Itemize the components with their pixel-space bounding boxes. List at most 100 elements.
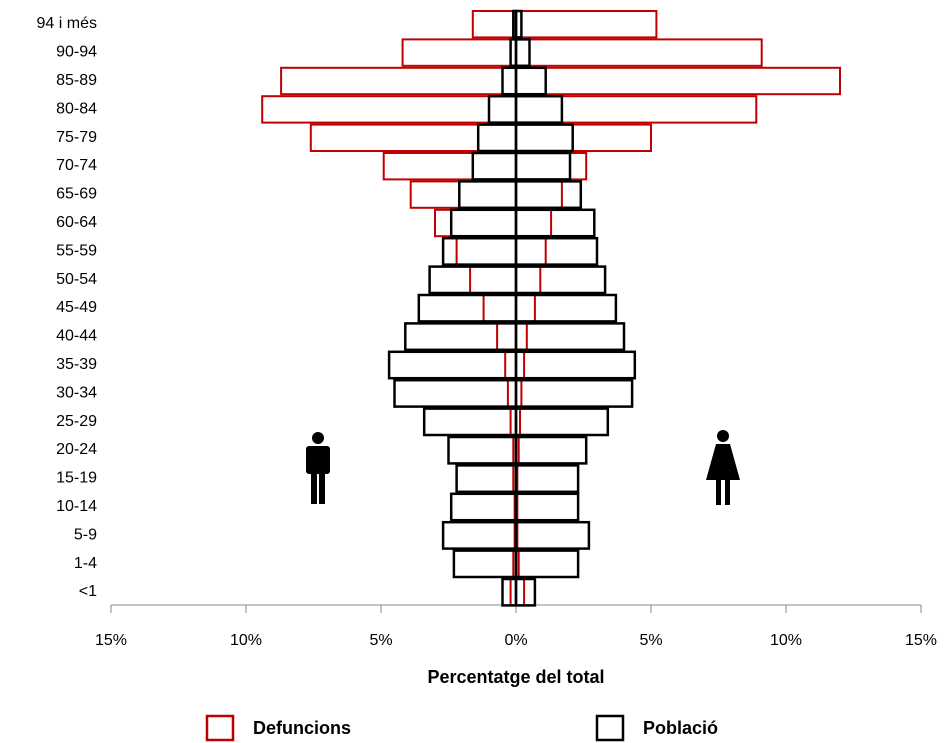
y-tick-label: 85-89 bbox=[56, 72, 97, 89]
bar bbox=[428, 265, 518, 295]
bar bbox=[409, 180, 518, 209]
bar bbox=[514, 549, 580, 579]
y-tick-label: 40-44 bbox=[56, 328, 97, 345]
bar bbox=[417, 293, 518, 323]
bar bbox=[514, 378, 634, 408]
bar bbox=[515, 95, 758, 124]
bar bbox=[514, 407, 610, 437]
x-tick-label: 5% bbox=[639, 632, 662, 649]
bar bbox=[515, 38, 763, 67]
y-tick-label: 20-24 bbox=[56, 441, 97, 458]
bar bbox=[452, 549, 518, 579]
bar bbox=[514, 208, 596, 238]
bar bbox=[487, 94, 518, 124]
bar bbox=[514, 151, 572, 181]
bar bbox=[514, 520, 591, 550]
bar bbox=[280, 66, 517, 96]
bar bbox=[515, 322, 528, 351]
bar bbox=[404, 322, 518, 352]
bar bbox=[482, 294, 518, 323]
y-tick-label: 10-14 bbox=[56, 498, 97, 515]
x-tick-label: 0% bbox=[504, 632, 527, 649]
bar bbox=[514, 123, 574, 153]
y-tick-label: 1-4 bbox=[74, 555, 97, 572]
bar bbox=[514, 9, 523, 39]
y-tick-label: 15-19 bbox=[56, 470, 97, 487]
bar bbox=[515, 10, 658, 39]
bar bbox=[515, 66, 841, 96]
y-tick-label: 25-29 bbox=[56, 413, 97, 430]
bar bbox=[471, 151, 518, 181]
y-tick-label: 30-34 bbox=[56, 384, 97, 401]
bar bbox=[515, 265, 542, 295]
bar bbox=[382, 152, 518, 181]
bar bbox=[458, 180, 518, 210]
legend-swatch bbox=[205, 714, 235, 742]
bar bbox=[514, 265, 607, 295]
legend-label: Població bbox=[643, 718, 718, 738]
bar bbox=[514, 322, 626, 352]
y-tick-label: 65-69 bbox=[56, 186, 97, 203]
bar bbox=[515, 152, 588, 181]
y-tick-label: 75-79 bbox=[56, 129, 97, 146]
bar bbox=[514, 435, 588, 465]
bar bbox=[514, 94, 564, 124]
legend-label: Defuncions bbox=[253, 718, 351, 738]
y-tick-label: 90-94 bbox=[56, 44, 97, 61]
bar bbox=[515, 237, 547, 266]
bar bbox=[261, 95, 518, 124]
bar bbox=[401, 38, 518, 67]
bar bbox=[449, 208, 518, 238]
y-tick-label: 50-54 bbox=[56, 271, 97, 288]
bar bbox=[422, 407, 518, 437]
y-tick-label: 80-84 bbox=[56, 100, 97, 117]
bar bbox=[514, 293, 618, 323]
x-tick-label: 15% bbox=[905, 632, 937, 649]
bar bbox=[515, 123, 652, 152]
bar bbox=[471, 10, 517, 39]
x-tick-label: 15% bbox=[95, 632, 127, 649]
bar bbox=[449, 492, 518, 522]
bar bbox=[514, 236, 599, 266]
bar bbox=[504, 350, 518, 380]
bar bbox=[309, 123, 517, 152]
y-tick-label: <1 bbox=[79, 583, 97, 600]
x-tick-label: 5% bbox=[369, 632, 392, 649]
y-tick-label: 45-49 bbox=[56, 299, 97, 316]
bar bbox=[514, 577, 537, 607]
bar bbox=[476, 123, 518, 153]
bar bbox=[447, 435, 518, 465]
male-icon bbox=[306, 432, 330, 504]
y-tick-label: 55-59 bbox=[56, 242, 97, 259]
bar bbox=[514, 66, 547, 96]
bar bbox=[387, 350, 518, 380]
legend-swatch bbox=[595, 714, 625, 742]
y-tick-label: 35-39 bbox=[56, 356, 97, 373]
bar bbox=[515, 208, 553, 238]
y-tick-label: 70-74 bbox=[56, 157, 97, 174]
bar bbox=[514, 492, 580, 522]
bar bbox=[514, 350, 637, 380]
x-tick-label: 10% bbox=[230, 632, 262, 649]
bar bbox=[455, 464, 518, 494]
bar bbox=[514, 38, 531, 68]
bar bbox=[455, 237, 518, 266]
bar bbox=[514, 464, 580, 494]
y-tick-label: 94 i més bbox=[37, 15, 97, 32]
bar bbox=[441, 236, 518, 266]
bar bbox=[514, 180, 583, 210]
y-tick-label: 5-9 bbox=[74, 526, 97, 543]
bar bbox=[441, 520, 518, 550]
female-icon bbox=[706, 430, 740, 505]
bar bbox=[515, 294, 536, 323]
bar bbox=[515, 180, 563, 209]
bar bbox=[496, 322, 518, 351]
bar bbox=[434, 208, 517, 238]
y-tick-label: 60-64 bbox=[56, 214, 97, 231]
bar bbox=[501, 66, 518, 96]
x-tick-label: 10% bbox=[770, 632, 802, 649]
bar bbox=[469, 265, 518, 295]
bar bbox=[393, 378, 518, 408]
bar bbox=[501, 577, 518, 607]
